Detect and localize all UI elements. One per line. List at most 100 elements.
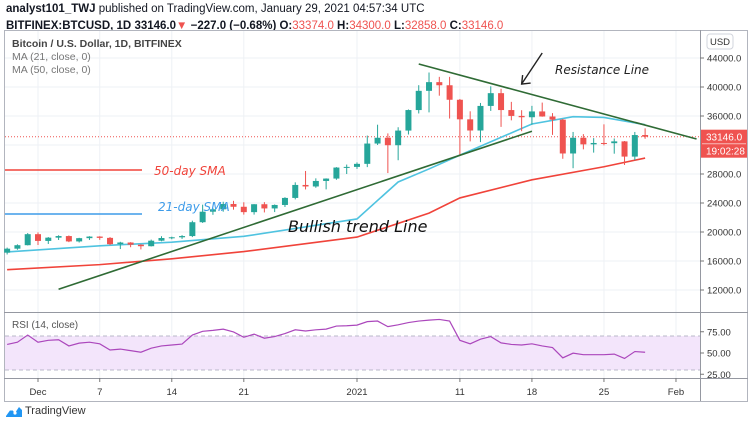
candle-body — [415, 90, 422, 111]
candle-body — [86, 236, 93, 239]
candle — [426, 72, 433, 113]
price-tick-label: 24000.0 — [707, 199, 741, 210]
candle-body — [281, 197, 288, 205]
candle-body — [168, 237, 175, 239]
rsi-tick-label: 50.00 — [707, 349, 731, 360]
candle-body — [4, 248, 11, 253]
candle-body — [353, 163, 360, 167]
candle-body — [528, 111, 535, 118]
open-value: 33374.0 — [292, 20, 334, 32]
candle — [230, 200, 237, 210]
candle-body — [76, 238, 83, 242]
candle-body — [477, 105, 484, 131]
candle-body — [179, 236, 186, 238]
price-tick-label: 28000.0 — [707, 170, 741, 181]
publish-info: analyst101_TWJ published on TradingView.… — [6, 3, 425, 15]
candle — [518, 110, 525, 132]
tradingview-logo[interactable]: TradingView — [6, 405, 86, 417]
tradingview-logo-icon — [6, 406, 22, 417]
candle — [45, 237, 52, 244]
low-value: 32858.0 — [404, 20, 447, 32]
candle-body — [271, 204, 278, 209]
candle-body — [559, 119, 566, 154]
price-tick-label: 20000.0 — [707, 228, 741, 239]
candle — [148, 239, 155, 247]
candle — [570, 131, 577, 169]
candle — [333, 167, 340, 180]
high-label: H: — [337, 20, 350, 32]
time-tick-label: 18 — [527, 387, 538, 398]
price-change: −227.0 (−0.68%) — [190, 20, 277, 32]
time-axis[interactable]: Dec 7 14 21 2021 11 18 25 Feb — [30, 378, 685, 398]
candle-body — [518, 115, 525, 118]
author-name[interactable]: analyst101_TWJ — [6, 3, 96, 15]
candle-body — [621, 141, 628, 157]
candle-body — [24, 234, 31, 246]
candle-body — [446, 85, 453, 100]
candle — [55, 235, 62, 240]
candle-body — [292, 184, 299, 198]
candle-body — [230, 204, 237, 207]
symbol-label: BITFINEX:BTCUSD, 1D — [6, 20, 132, 32]
candle — [189, 220, 196, 238]
candle — [240, 202, 247, 215]
candle-body — [117, 242, 124, 245]
candle-body — [107, 237, 114, 245]
candle — [467, 111, 474, 142]
series-title: Bitcoin / U.S. Dollar, 1D, BITFINEX — [12, 38, 182, 50]
ma21-line — [7, 115, 646, 253]
candle — [415, 85, 422, 114]
close-value: 33146.0 — [461, 20, 504, 32]
candle — [251, 204, 258, 215]
last-price-label: 33146.0 — [706, 133, 743, 144]
candle — [137, 244, 144, 250]
candle-body — [220, 204, 227, 210]
candle-body — [508, 110, 515, 116]
ma21-legend[interactable]: MA (21, close, 0) — [12, 51, 91, 63]
symbol-info: BITFINEX:BTCUSD, 1D 33146.0▼ −227.0 (−0.… — [6, 20, 503, 32]
candle-body — [405, 110, 412, 131]
grid — [5, 31, 700, 378]
candle — [353, 162, 360, 169]
candle — [107, 237, 114, 246]
last-price: 33146.0 — [134, 20, 177, 32]
candle — [549, 113, 556, 135]
time-tick-label: 14 — [166, 387, 177, 398]
candle-body — [600, 142, 607, 144]
candle — [508, 101, 515, 121]
candle — [323, 178, 330, 190]
candle — [14, 244, 21, 250]
candle-body — [333, 167, 340, 179]
candle-body — [158, 238, 165, 241]
candle — [611, 138, 618, 154]
bullish-trend-line[interactable] — [58, 130, 533, 291]
candle-body — [364, 143, 371, 164]
time-tick-label: 7 — [97, 387, 102, 398]
price-tick-label: 16000.0 — [707, 257, 741, 268]
candle-body — [498, 93, 505, 111]
candle — [281, 197, 288, 207]
candle-body — [96, 236, 103, 238]
brand-name: TradingView — [25, 405, 86, 417]
candle — [539, 102, 546, 117]
candle-body — [148, 240, 155, 247]
time-tick-label: Feb — [668, 387, 684, 398]
candle — [374, 124, 381, 145]
candle-body — [539, 111, 546, 117]
time-tick-label: 25 — [599, 387, 610, 398]
candle — [343, 164, 350, 174]
resistance-line[interactable] — [418, 63, 697, 140]
price-axis[interactable]: 44000.0 40000.0 36000.0 28000.0 24000.0 20000… — [700, 54, 741, 297]
ma50-legend[interactable]: MA (50, close, 0) — [12, 64, 91, 76]
open-label: O: — [279, 20, 293, 32]
candle-body — [456, 99, 463, 120]
candle — [261, 202, 268, 213]
rsi-axis: 75.00 50.00 25.00 — [700, 327, 731, 381]
candle-body — [127, 242, 134, 245]
currency-button[interactable] — [706, 33, 734, 50]
sma21-annotation: 21-day SMA — [158, 200, 230, 214]
candle-body — [302, 184, 309, 187]
ma50-line — [7, 157, 646, 271]
candle — [117, 241, 124, 250]
